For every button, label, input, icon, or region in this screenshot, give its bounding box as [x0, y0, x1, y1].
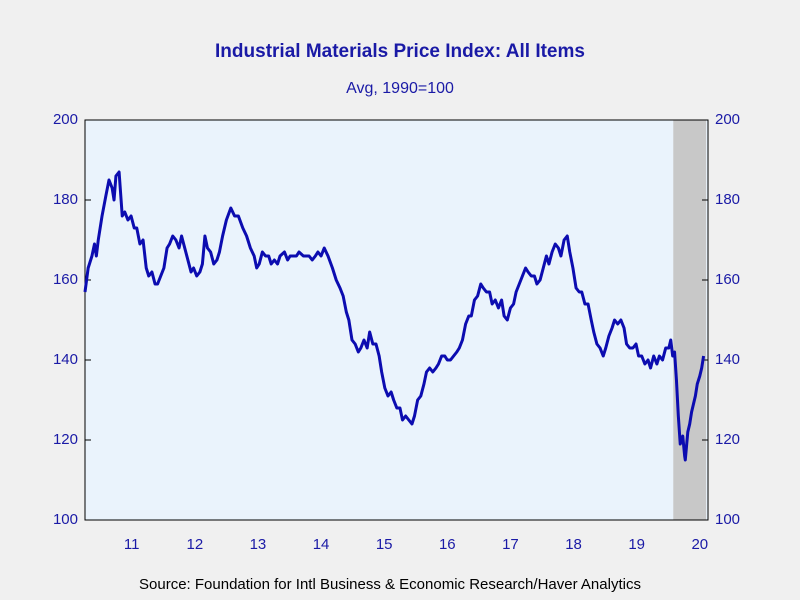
y-tick-label: 120 [53, 431, 78, 448]
y2-tick-label: 120 [715, 431, 740, 448]
chart-title: Industrial Materials Price Index: All It… [215, 41, 585, 62]
y-tick-label: 160 [53, 271, 78, 288]
x-tick-label: 12 [186, 536, 203, 553]
y2-tick-label: 180 [715, 191, 740, 208]
plot-area [85, 120, 708, 520]
data-line [83, 170, 706, 462]
chart-subtitle: Avg, 1990=100 [346, 80, 454, 97]
x-tick-label: 16 [439, 536, 456, 553]
x-tick-label: 18 [565, 536, 582, 553]
x-tick-label: 13 [250, 536, 267, 553]
y2-tick-label: 200 [715, 111, 740, 128]
source-note: Source: Foundation for Intl Business & E… [139, 576, 641, 593]
x-tick-label: 17 [502, 536, 519, 553]
y-tick-label: 200 [53, 111, 78, 128]
y2-tick-label: 100 [715, 511, 740, 528]
y2-tick-label: 140 [715, 351, 740, 368]
y-tick-label: 100 [53, 511, 78, 528]
y-tick-label: 180 [53, 191, 78, 208]
y2-tick-label: 160 [715, 271, 740, 288]
y-tick-label: 140 [53, 351, 78, 368]
plot-frame [84, 119, 709, 521]
x-tick-label: 14 [313, 536, 330, 553]
x-tick-label: 11 [124, 536, 140, 553]
x-tick-label: 15 [376, 536, 393, 553]
x-tick-label: 20 [691, 536, 708, 553]
recession-shade [673, 120, 707, 520]
x-tick-label: 19 [628, 536, 645, 553]
